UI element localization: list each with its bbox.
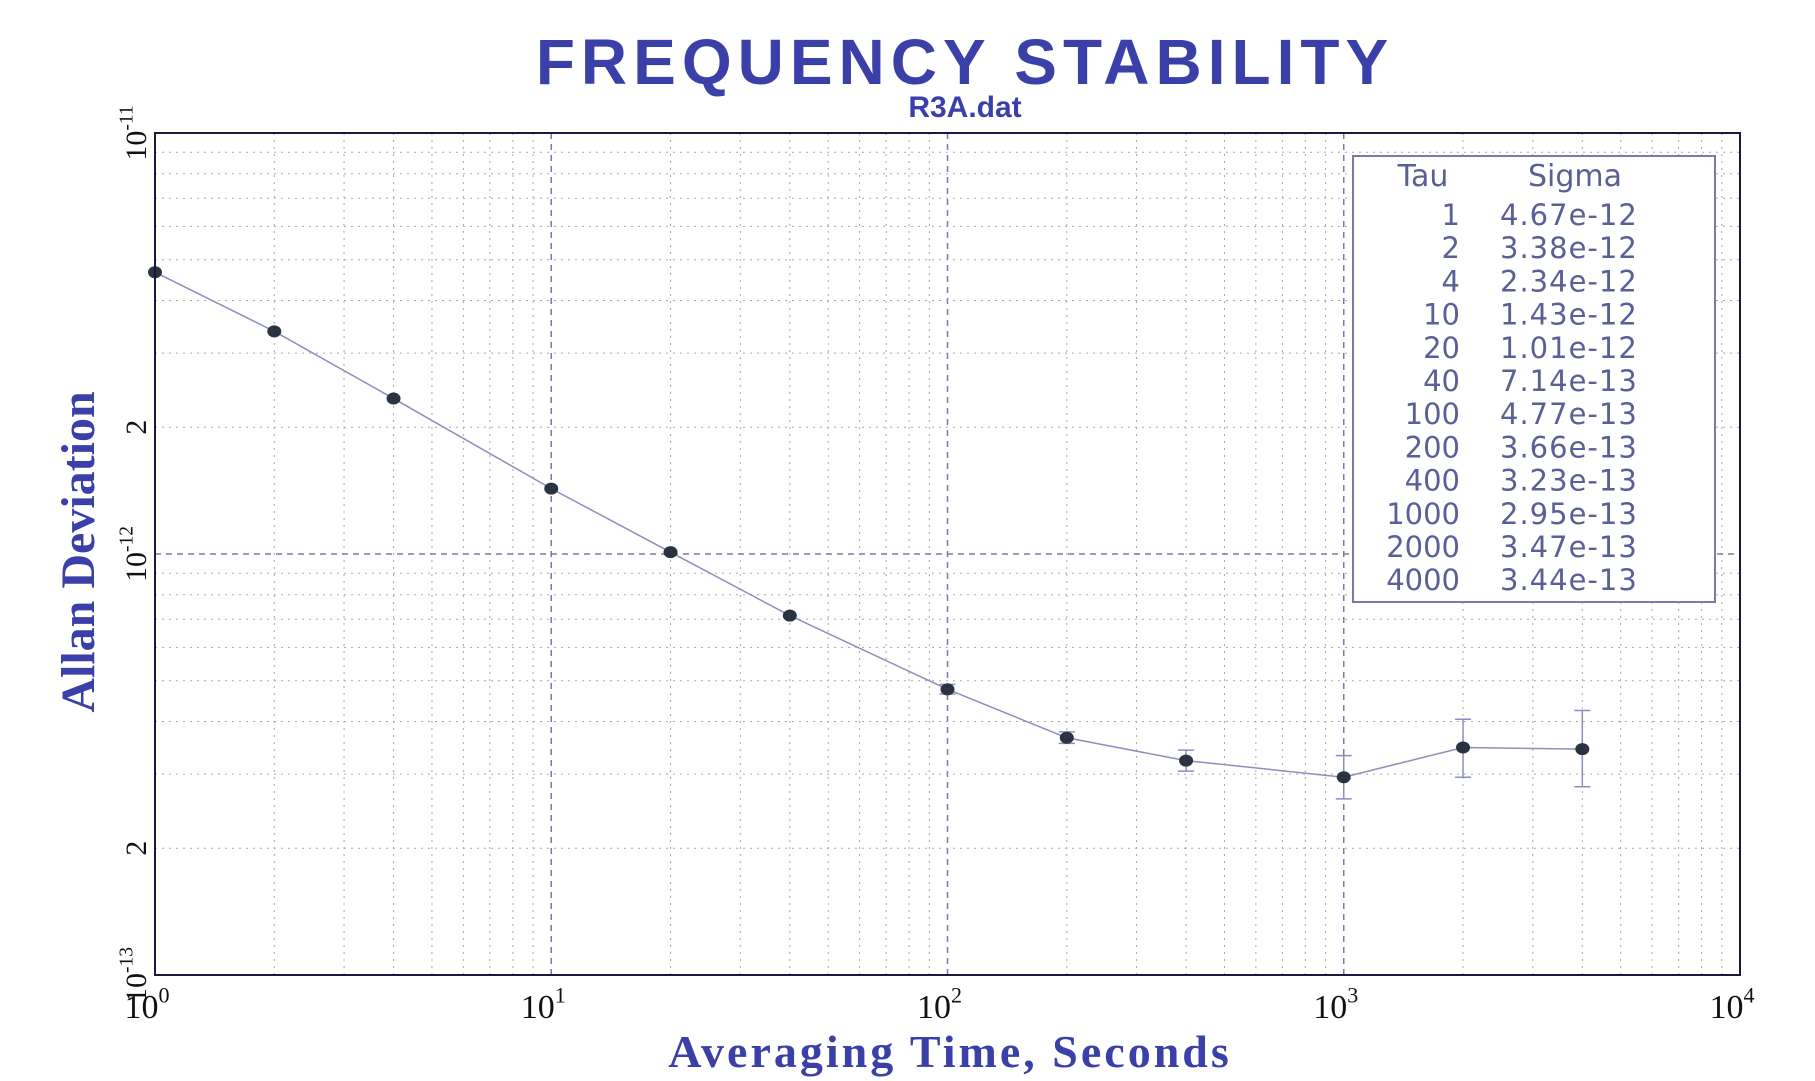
legend-tau-value: 2000 <box>1386 530 1460 564</box>
x-axis-label: Averaging Time, Seconds <box>668 1026 1232 1077</box>
legend-tau-value: 200 <box>1405 430 1460 464</box>
y-tick-label: 10-11 <box>117 105 154 160</box>
y-axis-ticks: 10-11 2 10-12 2 10-13 <box>117 105 154 1003</box>
x-tick-label: 100 <box>124 983 169 1026</box>
legend-sigma-value: 3.44e-13 <box>1500 563 1638 597</box>
legend-sigma-value: 3.38e-12 <box>1500 231 1638 265</box>
legend-tau-value: 1000 <box>1386 497 1460 531</box>
legend-sigma-value: 1.43e-12 <box>1500 298 1638 332</box>
legend-sigma-value: 7.14e-13 <box>1500 364 1638 398</box>
y-tick-label: 10-12 <box>117 526 154 582</box>
data-point <box>1179 754 1194 767</box>
legend-sigma-value: 3.23e-13 <box>1500 464 1638 498</box>
legend-sigma-value: 3.47e-13 <box>1500 530 1638 564</box>
legend-header-tau: Tau <box>1397 159 1449 194</box>
legend-sigma-value: 3.66e-13 <box>1500 430 1638 464</box>
legend-tau-value: 20 <box>1423 331 1460 365</box>
legend-tau-value: 100 <box>1405 397 1460 431</box>
plot-frame <box>154 132 1741 976</box>
data-point <box>782 609 797 622</box>
data-point <box>544 482 559 495</box>
legend-sigma-value: 4.77e-13 <box>1500 397 1638 431</box>
data-point <box>1059 731 1074 744</box>
legend-tau-value: 10 <box>1423 298 1460 332</box>
legend-tau-value: 4 <box>1442 264 1460 298</box>
data-point <box>1336 771 1351 784</box>
data-point <box>663 546 678 559</box>
data-point <box>386 392 401 405</box>
legend-tau-value: 4000 <box>1386 563 1460 597</box>
legend-header-sigma: Sigma <box>1528 159 1622 194</box>
grid-lines <box>155 133 1740 975</box>
chart-title: FREQUENCY STABILITY <box>536 26 1394 98</box>
x-tick-label: 102 <box>917 983 962 1026</box>
series-line <box>154 271 1583 778</box>
chart-subtitle: R3A.dat <box>908 91 1021 124</box>
x-axis-ticks: 100 101 102 103 104 <box>124 983 1754 1026</box>
error-bars <box>939 683 1591 800</box>
y-axis-label: Allan Deviation <box>52 391 105 712</box>
legend-tau-value: 400 <box>1405 464 1460 498</box>
series-polyline <box>154 271 1583 778</box>
x-tick-label: 101 <box>521 983 566 1026</box>
legend-tau-value: 40 <box>1423 364 1460 398</box>
data-point <box>940 683 955 696</box>
x-tick-label: 104 <box>1709 983 1754 1026</box>
y-tick-label: 10-13 <box>117 947 154 1003</box>
data-markers <box>148 266 1590 784</box>
legend-tau-value: 1 <box>1442 198 1460 232</box>
legend-box <box>1352 155 1716 603</box>
legend-tau-value: 2 <box>1442 231 1460 265</box>
data-point <box>1575 743 1590 756</box>
y-tick-label: 2 <box>120 420 153 435</box>
data-point <box>267 325 282 338</box>
data-point <box>1456 741 1471 754</box>
legend-rows: 1 4.67e-12 2 3.38e-12 4 2.34e-12 10 1.43e-12 20 1… <box>1386 198 1638 597</box>
x-tick-label: 103 <box>1313 983 1358 1026</box>
y-tick-label: 2 <box>120 841 153 856</box>
legend-sigma-value: 2.95e-13 <box>1500 497 1638 531</box>
legend-sigma-value: 2.34e-12 <box>1500 264 1638 298</box>
legend-sigma-value: 1.01e-12 <box>1500 331 1638 365</box>
legend-sigma-value: 4.67e-12 <box>1500 198 1638 232</box>
